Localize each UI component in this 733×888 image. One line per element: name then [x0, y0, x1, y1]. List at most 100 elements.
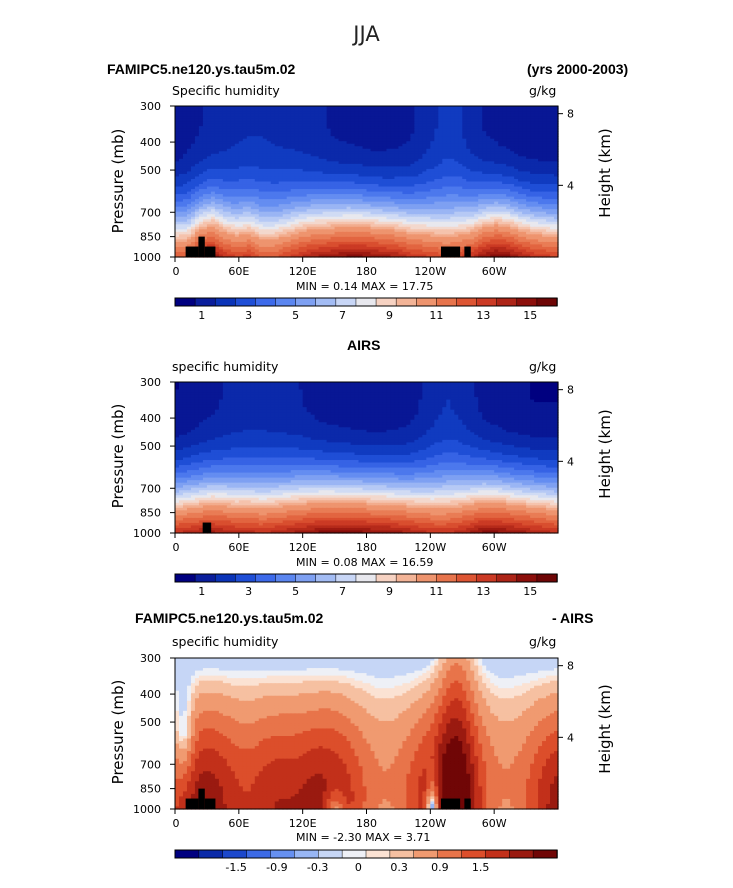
- field-cell: [382, 141, 388, 145]
- field-cell: [386, 136, 392, 140]
- field-cell: [310, 126, 316, 130]
- field-cell: [242, 143, 248, 147]
- field-cell: [294, 128, 300, 132]
- field-cell: [230, 143, 236, 147]
- field-cell: [206, 121, 212, 125]
- field-cell: [366, 138, 372, 142]
- field-cell: [474, 133, 479, 137]
- field-cell: [478, 123, 483, 127]
- field-cell: [290, 133, 296, 137]
- field-cell: [526, 128, 531, 132]
- field-cell: [178, 143, 184, 147]
- field-cell: [426, 128, 431, 132]
- field-cell: [502, 113, 507, 117]
- field-cell: [266, 136, 272, 140]
- field-cell: [370, 118, 376, 122]
- field-cell: [386, 121, 392, 125]
- field-cell: [522, 108, 527, 112]
- field-cell: [282, 141, 288, 145]
- field-cell: [350, 136, 356, 140]
- field-cell: [290, 118, 296, 122]
- field-cell: [542, 128, 547, 132]
- field-cell: [358, 141, 364, 145]
- field-cell: [394, 111, 400, 115]
- field-cell: [178, 138, 184, 142]
- field-cell: [398, 133, 404, 137]
- field-cell: [210, 118, 216, 122]
- field-cell: [206, 128, 212, 132]
- field-cell: [270, 128, 276, 132]
- field-cell: [186, 133, 192, 137]
- field-cell: [175, 128, 180, 132]
- field-cell: [238, 108, 244, 112]
- field-cell: [482, 121, 487, 125]
- field-cell: [446, 121, 451, 125]
- field-cell: [394, 138, 400, 142]
- field-cell: [534, 111, 539, 115]
- field-cell: [398, 136, 404, 140]
- field-cell: [386, 143, 392, 147]
- field-cell: [314, 106, 320, 110]
- field-cell: [414, 116, 419, 120]
- field-cell: [510, 138, 515, 142]
- field-cell: [410, 128, 415, 132]
- field-cell: [306, 116, 312, 120]
- field-cell: [274, 108, 280, 112]
- field-cell: [398, 126, 404, 130]
- field-cell: [506, 121, 511, 125]
- field-cell: [534, 138, 539, 142]
- field-cell: [550, 131, 555, 135]
- field-cell: [198, 128, 204, 132]
- field-cell: [266, 131, 272, 135]
- field-cell: [370, 111, 376, 115]
- field-cell: [386, 118, 392, 122]
- field-cell: [482, 133, 487, 137]
- field-cell: [222, 123, 228, 127]
- field-cell: [510, 126, 515, 130]
- field-cell: [202, 133, 208, 137]
- field-cell: [418, 133, 423, 137]
- field-cell: [426, 133, 431, 137]
- field-cell: [390, 143, 396, 147]
- field-cell: [262, 113, 268, 117]
- field-cell: [414, 133, 419, 137]
- field-cell: [258, 118, 264, 122]
- field-cell: [518, 113, 523, 117]
- field-cell: [414, 118, 419, 122]
- field-cell: [450, 106, 455, 110]
- field-cell: [554, 143, 559, 147]
- field-cell: [254, 111, 260, 115]
- field-cell: [358, 118, 364, 122]
- field-cell: [354, 118, 360, 122]
- field-cell: [175, 123, 180, 127]
- field-cell: [538, 128, 543, 132]
- field-cell: [206, 108, 212, 112]
- field-cell: [406, 126, 411, 130]
- field-cell: [334, 133, 340, 137]
- field-cell: [262, 106, 268, 110]
- field-cell: [270, 123, 276, 127]
- field-cell: [414, 141, 419, 145]
- field-cell: [226, 136, 232, 140]
- field-cell: [478, 131, 483, 135]
- field-cell: [242, 111, 248, 115]
- field-cell: [218, 133, 224, 137]
- field-cell: [450, 133, 455, 137]
- field-cell: [246, 136, 252, 140]
- field-cell: [502, 136, 507, 140]
- field-cell: [342, 138, 348, 142]
- field-cell: [414, 143, 419, 147]
- field-cell: [186, 146, 192, 150]
- field-cell: [350, 118, 356, 122]
- field-cell: [362, 118, 368, 122]
- field-cell: [502, 111, 507, 115]
- field-cell: [498, 121, 503, 125]
- field-cell: [534, 128, 539, 132]
- field-cell: [534, 136, 539, 140]
- field-cell: [538, 111, 543, 115]
- field-cell: [518, 136, 523, 140]
- field-cell: [382, 131, 388, 135]
- field-cell: [246, 126, 252, 130]
- field-cell: [242, 106, 248, 110]
- field-cell: [522, 118, 527, 122]
